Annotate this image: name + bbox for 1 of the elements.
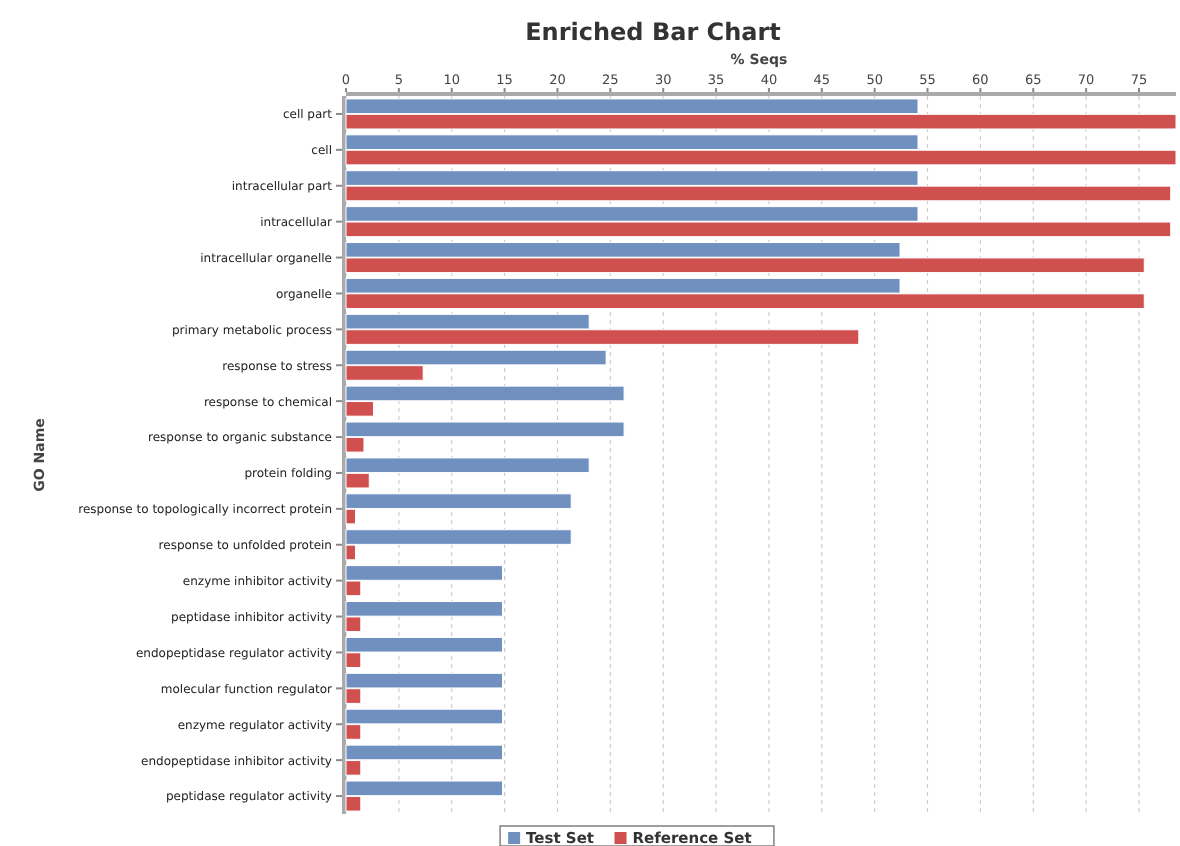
chart-title: Enriched Bar Chart — [525, 18, 782, 46]
